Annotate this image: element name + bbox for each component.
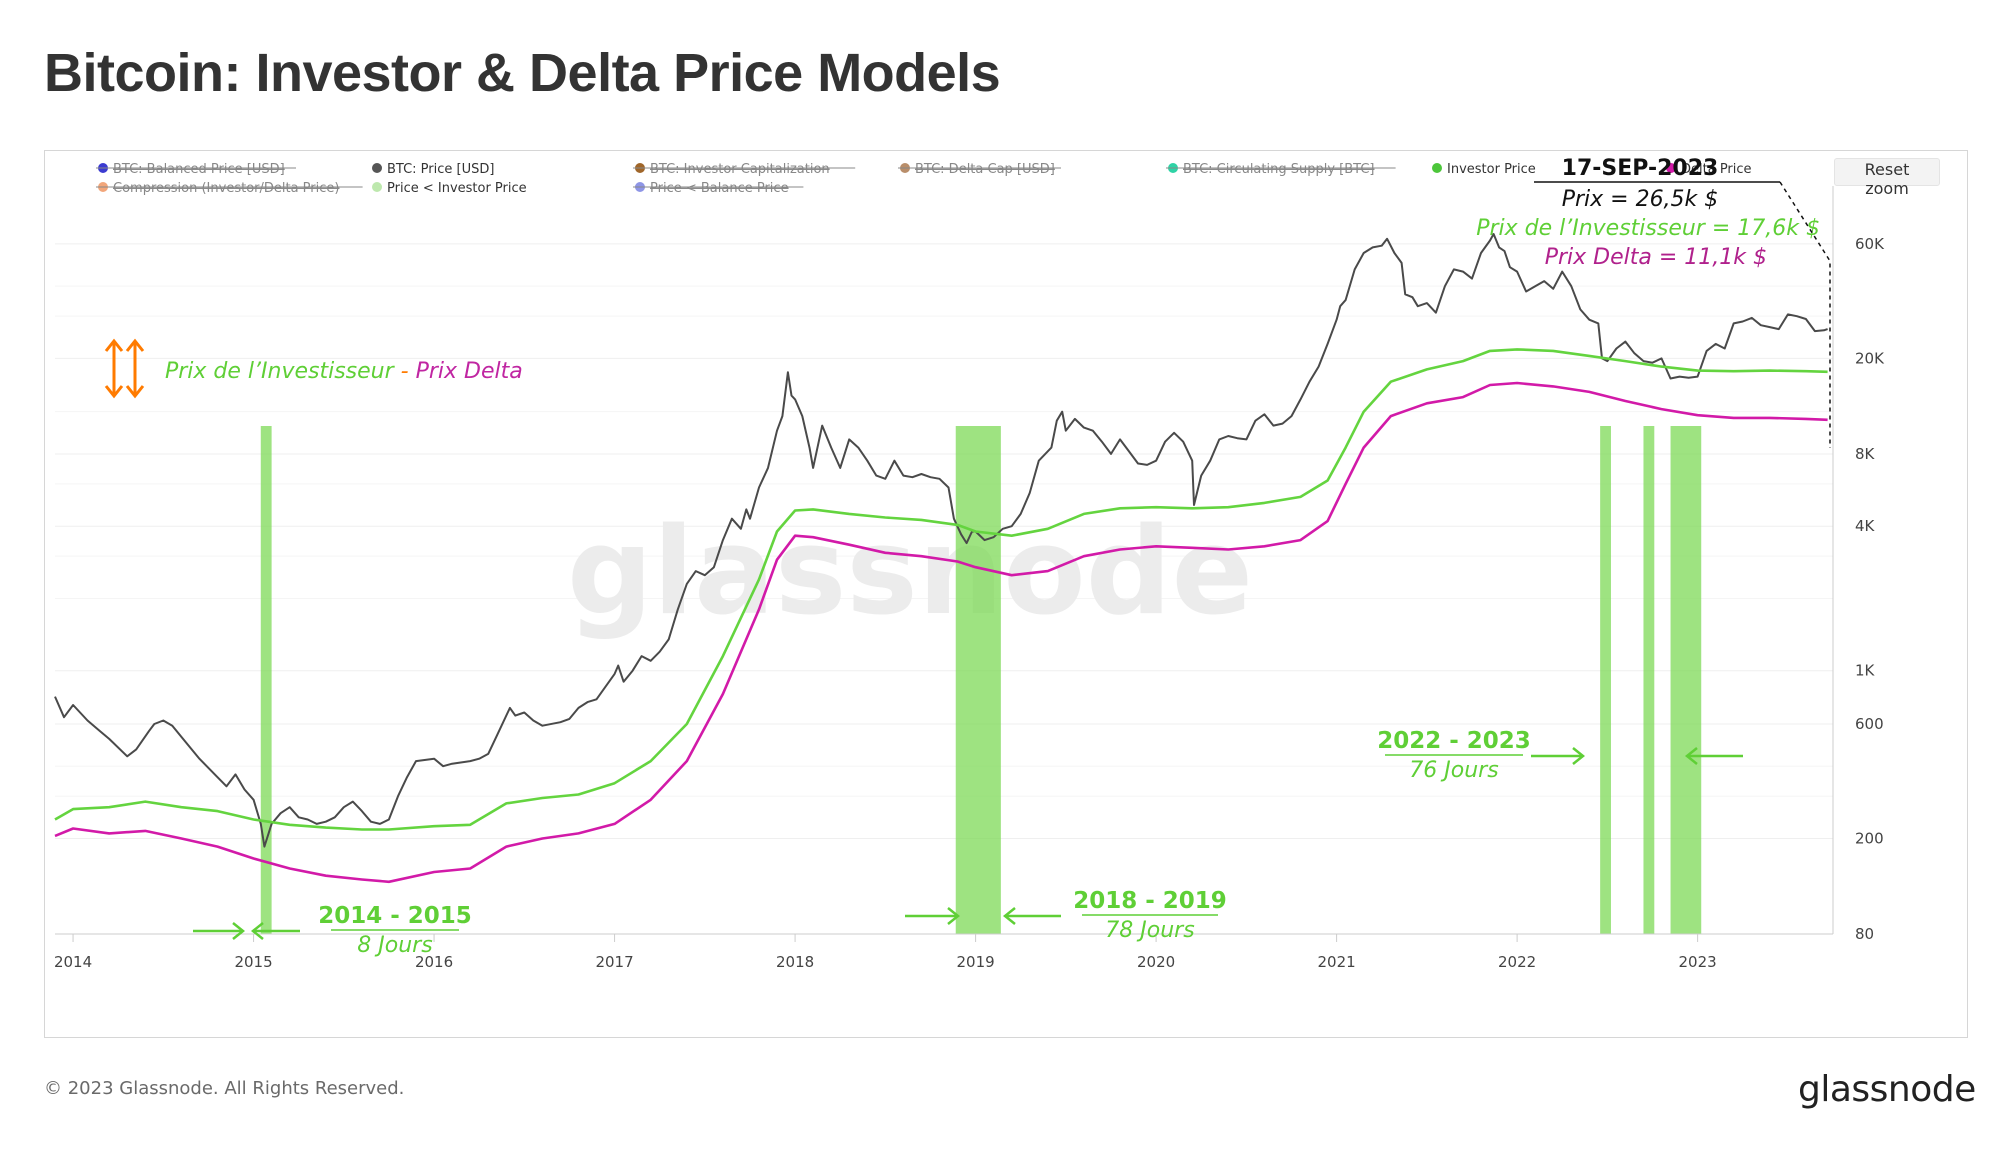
legend-item[interactable]: Compression (Investor/Delta Price) [96,181,363,196]
legend-item[interactable]: BTC: Investor Capitalization [633,162,856,177]
x-tick-label: 2014 [54,953,92,971]
axes: 80 200 600 1K 4K 8K 20K 60K 2014 2015 2016 2017 2018… [54,186,1885,971]
chart-panel: BTC: Balanced Price [USD] BTC: Price [USD… [44,150,1968,1038]
period2-days: 78 Jours [1105,918,1194,943]
period3-days: 76 Jours [1409,758,1498,783]
series-line-investor [54,348,1828,831]
legend-label: BTC: Balanced Price [USD] [113,162,285,177]
x-tick-label: 2022 [1498,953,1536,971]
annotations: 17-SEP-2023 Prix = 26,5k $ Prix de l’Inv… [104,156,1831,958]
period1-years: 2014 - 2015 [318,903,472,929]
y-tick-label: 60K [1855,235,1885,253]
legend-marker [372,182,382,192]
chart-svg[interactable]: BTC: Balanced Price [USD] BTC: Price [USD… [45,151,1967,1037]
brand-logo: glassnode [1798,1069,1976,1110]
y-tick-label: 8K [1855,445,1876,463]
legend-label: BTC: Price [USD] [387,162,494,177]
page-title: Bitcoin: Investor & Delta Price Models [44,43,1001,103]
period2-years: 2018 - 2019 [1073,888,1227,914]
shaded-period [1600,426,1611,934]
legend-label: BTC: Investor Capitalization [650,162,830,177]
shaded-period [955,426,1001,934]
period1-arrows [193,922,300,940]
annotation-investor: Prix de l’Investisseur = 17,6k $ [1476,216,1820,241]
legend-label: Delta Price [1681,162,1752,177]
legend-label: Investor Price [1447,162,1536,177]
legend-item[interactable]: BTC: Balanced Price [USD] [96,162,296,177]
legend-label: Compression (Investor/Delta Price) [113,181,339,196]
x-tick-label: 2017 [595,953,633,971]
y-tick-label: 80 [1855,925,1874,943]
legend-item[interactable]: BTC: Price [USD] [372,162,494,177]
legend-item[interactable]: Price < Balance Price [633,181,804,196]
legend-item[interactable]: Price < Investor Price [372,181,527,196]
legend-label: BTC: Delta Cap [USD] [915,162,1055,177]
series-line-price [54,233,1828,848]
x-tick-label: 2021 [1318,953,1356,971]
legend[interactable]: BTC: Balanced Price [USD] BTC: Price [USD… [96,162,1752,196]
legend-label: Price < Balance Price [650,181,789,196]
legend-item[interactable]: BTC: Delta Cap [USD] [898,162,1061,177]
legend-label: Price < Investor Price [387,181,527,196]
callout-leader-line [1779,181,1831,448]
reset-zoom-button[interactable]: Reset zoom [1834,158,1940,198]
x-tick-label: 2020 [1137,953,1175,971]
shaded-period [1643,426,1655,934]
y-tick-label: 20K [1855,349,1885,367]
series [54,233,1828,884]
x-tick-label: 2023 [1679,953,1717,971]
spread-label: Prix de l’Investisseur - Prix Delta [165,359,523,384]
x-tick-label: 2018 [776,953,814,971]
period2-arrows [905,907,1061,925]
x-tick-label: 2019 [956,953,994,971]
legend-item[interactable]: Delta Price [1666,162,1752,177]
period3-arrows [1531,747,1743,765]
y-tick-label: 600 [1855,715,1884,733]
shaded-periods [260,426,1702,934]
period3-years: 2022 - 2023 [1377,728,1531,754]
spread-label-investor: Prix de l’Investisseur [165,359,396,384]
period1-days: 8 Jours [357,933,432,958]
legend-label: BTC: Circulating Supply [BTC] [1183,162,1374,177]
legend-marker [1432,163,1442,173]
spread-label-dash: - [394,359,416,384]
y-tick-label: 4K [1855,517,1876,535]
watermark: glassnode [567,503,1253,642]
annotation-price: Prix = 26,5k $ [1562,187,1719,212]
legend-item[interactable]: BTC: Circulating Supply [BTC] [1166,162,1396,177]
annotation-delta: Prix Delta = 11,1k $ [1545,245,1767,270]
x-tick-label: 2016 [415,953,453,971]
legend-item[interactable]: Investor Price [1432,162,1536,177]
shaded-period [1670,426,1702,934]
y-tick-label: 1K [1855,662,1876,680]
spread-arrows-icon [104,338,145,399]
shaded-period [260,426,272,934]
copyright: © 2023 Glassnode. All Rights Reserved. [44,1078,405,1099]
y-tick-label: 200 [1855,829,1884,847]
series-line-delta [54,381,1828,884]
legend-marker [1666,163,1676,173]
legend-marker [372,163,382,173]
x-tick-label: 2015 [234,953,272,971]
annotation-date: 17-SEP-2023 [1562,156,1719,181]
spread-label-delta: Prix Delta [416,359,523,384]
